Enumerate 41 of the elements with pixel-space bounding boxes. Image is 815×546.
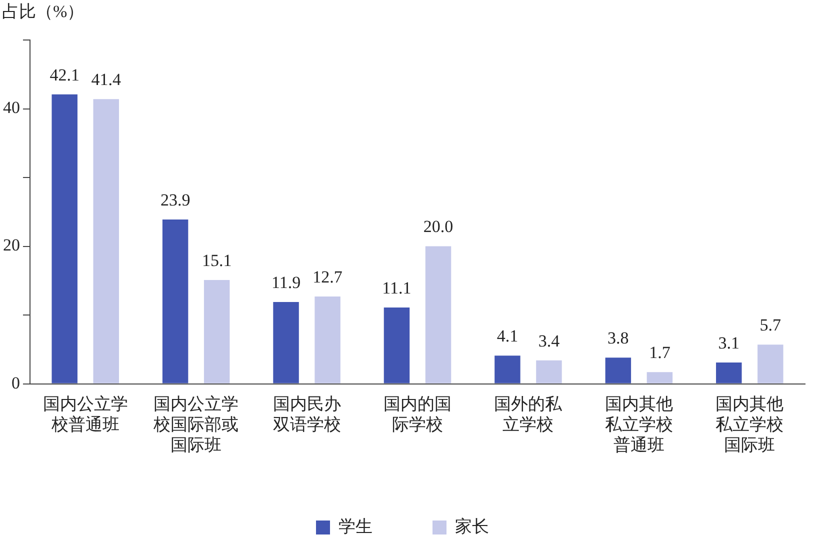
- bar: [162, 219, 188, 384]
- bar: [536, 360, 562, 384]
- bar: [425, 246, 452, 384]
- legend-label: 学生: [338, 516, 372, 536]
- data-label: 12.7: [312, 267, 343, 286]
- bar: [716, 362, 742, 384]
- legend-label: 家长: [455, 516, 489, 536]
- x-tick-label: 国内的国际学校: [384, 394, 452, 434]
- x-tick-label: 国内其他私立学校普通班: [604, 394, 673, 454]
- y-tick-label: 0: [12, 373, 20, 392]
- y-tick-label: 20: [3, 236, 20, 255]
- y-axis-title: 占比（%）: [2, 2, 84, 21]
- y-tick-label: 40: [3, 98, 20, 118]
- x-tick-label: 国内公立学校普通班: [42, 394, 128, 434]
- data-label: 3.8: [608, 328, 629, 348]
- data-label: 4.1: [496, 326, 518, 346]
- bar: [93, 99, 119, 384]
- bar: [758, 344, 784, 384]
- data-label: 11.1: [382, 278, 412, 298]
- data-label: 15.1: [202, 250, 232, 270]
- data-label: 41.4: [91, 70, 122, 90]
- data-label: 3.1: [718, 333, 740, 352]
- bar: [204, 280, 230, 384]
- data-label: 3.4: [538, 331, 560, 350]
- bar: [384, 307, 410, 384]
- data-label: 1.7: [649, 343, 671, 362]
- data-label: 42.1: [50, 65, 80, 84]
- x-tick-label: 国内其他私立学校国际班: [716, 394, 784, 454]
- x-tick-label: 国外的私立学校: [494, 394, 564, 434]
- bar: [646, 372, 673, 384]
- bar: [52, 94, 78, 384]
- data-label: 20.0: [423, 217, 454, 236]
- bar: [273, 302, 299, 384]
- data-label: 23.9: [160, 190, 190, 210]
- data-label: 11.9: [271, 272, 301, 292]
- data-label: 5.7: [760, 316, 782, 335]
- bar: [314, 296, 340, 384]
- bar: [605, 358, 632, 384]
- bar: [494, 356, 520, 384]
- x-tick-label: 国内公立学校国际部或国际班: [152, 394, 239, 454]
- x-tick-label: 国内民办双语学校: [272, 394, 341, 434]
